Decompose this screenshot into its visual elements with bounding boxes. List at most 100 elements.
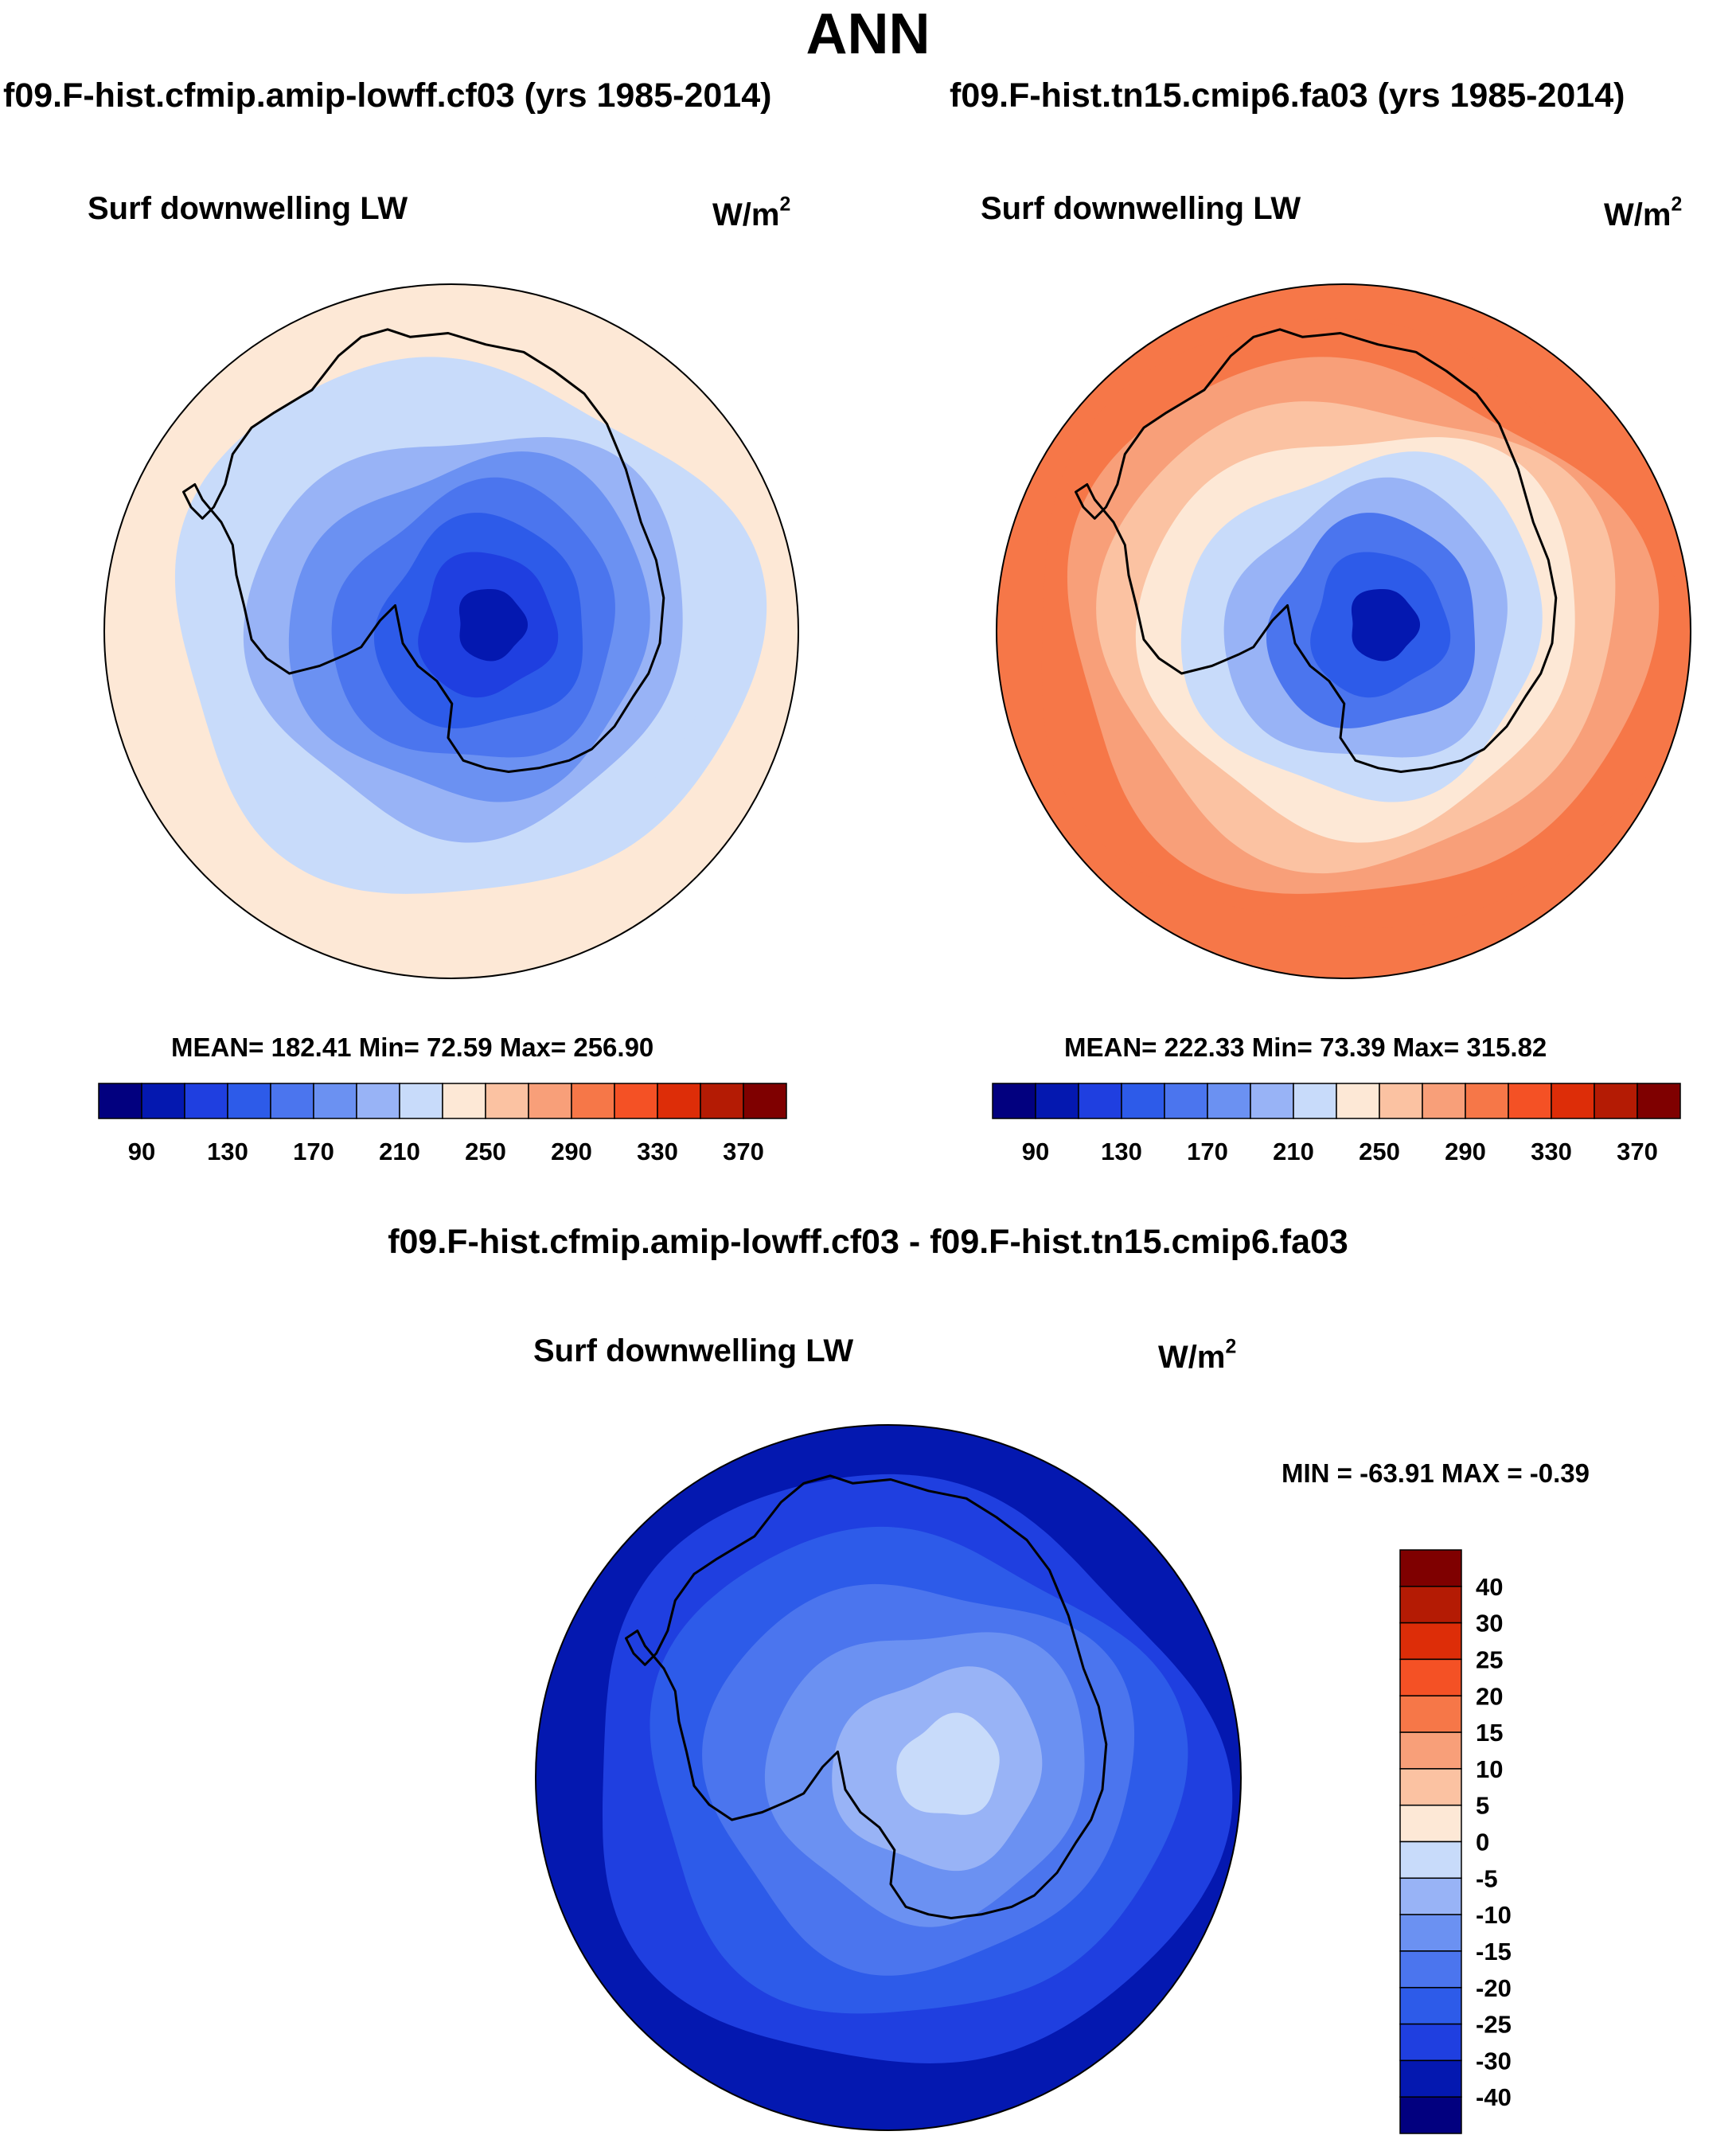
right-colorbar-box xyxy=(1121,1083,1165,1119)
difference-colorbar-label: 15 xyxy=(1476,1719,1503,1747)
right-units-base: W/m xyxy=(1604,197,1672,232)
right-colorbar-box xyxy=(1379,1083,1423,1119)
left-antarctica-coastline xyxy=(182,328,665,773)
right-colorbar-box xyxy=(1508,1083,1552,1119)
left-colorbar-box xyxy=(313,1083,357,1119)
left-colorbar-label: 370 xyxy=(723,1138,764,1165)
left-colorbar-box xyxy=(485,1083,529,1119)
left-colorbar-box xyxy=(184,1083,228,1119)
right-case-title: f09.F-hist.tn15.cmip6.fa03 (yrs 1985-201… xyxy=(950,76,1625,115)
left-colorbar-box xyxy=(442,1083,486,1119)
right-colorbar-label: 330 xyxy=(1531,1138,1572,1165)
left-colorbar-label: 170 xyxy=(293,1138,334,1165)
difference-colorbar-box xyxy=(1399,1877,1462,1915)
right-variable-label: Surf downwelling LW xyxy=(981,191,1301,226)
left-colorbar-box xyxy=(399,1083,443,1119)
left-colorbar-box xyxy=(614,1083,658,1119)
left-case-title: f09.F-hist.cfmip.amip-lowff.cf03 (yrs 19… xyxy=(3,76,772,115)
difference-colorbar-label: -15 xyxy=(1476,1938,1512,1965)
difference-colorbar-label: 10 xyxy=(1476,1755,1503,1783)
right-colorbar-box xyxy=(1293,1083,1337,1119)
diff-units-exponent: 2 xyxy=(1225,1336,1237,1358)
right-colorbar-box xyxy=(992,1083,1036,1119)
right-colorbar-label: 290 xyxy=(1445,1138,1486,1165)
difference-colorbar-box xyxy=(1399,1658,1462,1696)
difference-colorbar-label: 0 xyxy=(1476,1829,1489,1856)
diff-units: W/m2 xyxy=(1158,1337,1236,1376)
right-map-border xyxy=(996,283,1691,979)
right-colorbar-box xyxy=(1422,1083,1466,1119)
difference-colorbar-box xyxy=(1399,1914,1462,1952)
difference-colorbar-box xyxy=(1399,1804,1462,1843)
right-map xyxy=(997,284,1691,978)
left-colorbar-box xyxy=(571,1083,615,1119)
figure-title: ANN xyxy=(806,2,930,66)
left-colorbar-box xyxy=(657,1083,701,1119)
difference-colorbar-label: 30 xyxy=(1476,1610,1503,1638)
left-colorbar-label: 290 xyxy=(551,1138,592,1165)
right-stats: MEAN= 222.33 Min= 73.39 Max= 315.82 xyxy=(1064,1032,1547,1062)
diff-units-base: W/m xyxy=(1158,1340,1226,1375)
right-colorbar-label: 90 xyxy=(1022,1138,1049,1165)
difference-colorbar-label: -20 xyxy=(1476,1974,1512,2002)
difference-colorbar: 40 30 25 20 15 10 5 0 -5 -10 -15 -20 -25 -30 -40 xyxy=(1399,1549,1512,2134)
difference-colorbar-box xyxy=(1399,1840,1462,1880)
difference-colorbar-label: 25 xyxy=(1476,1645,1503,1673)
difference-colorbar-box xyxy=(1399,1695,1462,1733)
left-colorbar-label: 250 xyxy=(465,1138,506,1165)
left-units-exponent: 2 xyxy=(779,193,791,216)
difference-colorbar-box xyxy=(1399,1586,1462,1624)
left-colorbar-box xyxy=(141,1083,185,1119)
difference-colorbar-label: -5 xyxy=(1476,1864,1498,1892)
left-colorbar-box xyxy=(270,1083,314,1119)
difference-map-contour-band xyxy=(896,1712,1000,1815)
right-units: W/m2 xyxy=(1604,195,1682,233)
left-map-border xyxy=(103,283,799,979)
difference-colorbar-box xyxy=(1399,1768,1462,1806)
left-map-contour-band xyxy=(458,588,529,662)
difference-colorbar-label: -25 xyxy=(1476,2011,1512,2039)
diff-variable-label: Surf downwelling LW xyxy=(533,1333,854,1368)
difference-colorbar-label: 40 xyxy=(1476,1573,1503,1601)
difference-colorbar-label: -40 xyxy=(1476,2083,1512,2111)
right-antarctica-coastline xyxy=(1075,328,1558,773)
left-map xyxy=(104,284,798,978)
left-units-base: W/m xyxy=(712,197,780,232)
difference-colorbar-box xyxy=(1399,1731,1462,1770)
right-colorbar-box xyxy=(1551,1083,1595,1119)
right-colorbar-label: 210 xyxy=(1273,1138,1314,1165)
right-colorbar-box xyxy=(1078,1083,1122,1119)
left-colorbar-box xyxy=(356,1083,400,1119)
difference-colorbar-box xyxy=(1399,1950,1462,1989)
right-colorbar-label: 130 xyxy=(1101,1138,1142,1165)
right-colorbar-label: 170 xyxy=(1187,1138,1228,1165)
difference-colorbar-box xyxy=(1399,2059,1462,2098)
difference-colorbar-label: -10 xyxy=(1476,1901,1512,1929)
difference-map xyxy=(536,1425,1241,2130)
right-colorbar: 90 130 170 210 250 290 330 370 xyxy=(992,1083,1681,1165)
left-colorbar-label: 210 xyxy=(379,1138,420,1165)
difference-colorbar-box xyxy=(1399,1549,1462,1587)
right-colorbar-box xyxy=(1336,1083,1380,1119)
left-variable-label: Surf downwelling LW xyxy=(88,191,408,226)
difference-colorbar-box xyxy=(1399,1622,1462,1661)
right-colorbar-box xyxy=(1594,1083,1638,1119)
difference-colorbar-box xyxy=(1399,2096,1462,2134)
left-colorbar-box xyxy=(227,1083,271,1119)
right-colorbar-label: 370 xyxy=(1617,1138,1658,1165)
diff-antarctica-coastline xyxy=(625,1474,1108,1919)
left-colorbar-box xyxy=(700,1083,744,1119)
right-colorbar-box xyxy=(1164,1083,1208,1119)
difference-colorbar-box xyxy=(1399,2023,1462,2062)
right-map-contour-band xyxy=(1351,588,1421,662)
left-colorbar-box xyxy=(528,1083,572,1119)
left-colorbar-box xyxy=(743,1083,787,1119)
right-colorbar-box xyxy=(1250,1083,1294,1119)
right-colorbar-label: 250 xyxy=(1359,1138,1400,1165)
left-colorbar-label: 330 xyxy=(637,1138,678,1165)
right-colorbar-box xyxy=(1465,1083,1509,1119)
right-units-exponent: 2 xyxy=(1671,193,1683,216)
left-stats: MEAN= 182.41 Min= 72.59 Max= 256.90 xyxy=(171,1032,654,1062)
left-colorbar-label: 90 xyxy=(128,1138,155,1165)
